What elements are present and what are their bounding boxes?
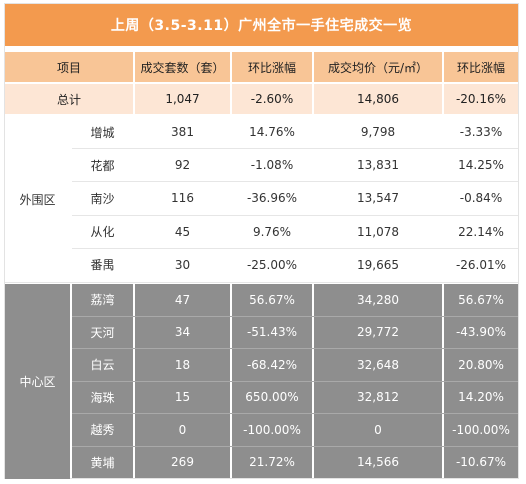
price-cell: 29,772 bbox=[314, 316, 442, 348]
count-change-cell: -1.08% bbox=[232, 149, 312, 182]
price-change-cell: 20.80% bbox=[444, 349, 518, 381]
count-change-cell: -100.00% bbox=[232, 414, 312, 446]
row-divider bbox=[72, 181, 518, 183]
price-cell: 32,812 bbox=[314, 381, 442, 413]
group-label-central: 中心区 bbox=[5, 284, 70, 479]
count-cell: 45 bbox=[135, 215, 230, 248]
row-divider bbox=[72, 380, 518, 382]
price-cell: 14,566 bbox=[314, 446, 442, 478]
price-cell: 13,547 bbox=[314, 182, 442, 215]
count-cell: 116 bbox=[135, 182, 230, 215]
count-change-cell: 650.00% bbox=[232, 381, 312, 413]
row-divider bbox=[72, 247, 518, 249]
count-cell: 30 bbox=[135, 248, 230, 281]
count-change-cell: -51.43% bbox=[232, 316, 312, 348]
count-change-cell: 21.72% bbox=[232, 446, 312, 478]
price-change-cell: -3.33% bbox=[444, 116, 518, 149]
price-change-cell: -26.01% bbox=[444, 248, 518, 281]
total-label: 总计 bbox=[5, 84, 133, 114]
price-cell: 0 bbox=[314, 414, 442, 446]
price-change-cell: -100.00% bbox=[444, 414, 518, 446]
district-cell: 黄埔 bbox=[72, 446, 133, 478]
header-count-change: 环比涨幅 bbox=[232, 52, 312, 82]
total-price-change: -20.16% bbox=[444, 84, 518, 114]
price-cell: 32,648 bbox=[314, 349, 442, 381]
table-title: 上周（3.5-3.11）广州全市一手住宅成交一览 bbox=[5, 4, 518, 46]
count-cell: 34 bbox=[135, 316, 230, 348]
count-cell: 18 bbox=[135, 349, 230, 381]
row-divider bbox=[72, 445, 518, 447]
price-change-cell: 22.14% bbox=[444, 215, 518, 248]
housing-sales-table: 上周（3.5-3.11）广州全市一手住宅成交一览 项目 成交套数（套） 环比涨幅… bbox=[4, 3, 519, 479]
district-cell: 越秀 bbox=[72, 414, 133, 446]
row-divider bbox=[72, 315, 518, 317]
count-change-cell: -25.00% bbox=[232, 248, 312, 281]
count-cell: 269 bbox=[135, 446, 230, 478]
count-change-cell: 14.76% bbox=[232, 116, 312, 149]
district-cell: 花都 bbox=[72, 149, 133, 182]
price-cell: 34,280 bbox=[314, 284, 442, 316]
row-divider bbox=[72, 214, 518, 216]
price-change-cell: -43.90% bbox=[444, 316, 518, 348]
total-count: 1,047 bbox=[135, 84, 230, 114]
price-change-cell: 14.25% bbox=[444, 149, 518, 182]
count-cell: 47 bbox=[135, 284, 230, 316]
count-change-cell: -68.42% bbox=[232, 349, 312, 381]
district-cell: 从化 bbox=[72, 215, 133, 248]
district-cell: 番禺 bbox=[72, 248, 133, 281]
district-cell: 增城 bbox=[72, 116, 133, 149]
price-change-cell: 14.20% bbox=[444, 381, 518, 413]
header-count: 成交套数（套） bbox=[135, 52, 230, 82]
count-cell: 381 bbox=[135, 116, 230, 149]
total-price: 14,806 bbox=[314, 84, 442, 114]
row-divider bbox=[72, 348, 518, 349]
district-cell: 海珠 bbox=[72, 381, 133, 413]
district-cell: 荔湾 bbox=[72, 284, 133, 316]
total-count-change: -2.60% bbox=[232, 84, 312, 114]
price-change-cell: -10.67% bbox=[444, 446, 518, 478]
count-change-cell: 9.76% bbox=[232, 215, 312, 248]
count-cell: 0 bbox=[135, 414, 230, 446]
count-cell: 15 bbox=[135, 381, 230, 413]
row-divider bbox=[72, 413, 518, 414]
group-label-outer: 外围区 bbox=[5, 116, 70, 282]
count-change-cell: -36.96% bbox=[232, 182, 312, 215]
price-cell: 19,665 bbox=[314, 248, 442, 281]
price-cell: 11,078 bbox=[314, 215, 442, 248]
header-project: 项目 bbox=[5, 52, 133, 82]
header-price-change: 环比涨幅 bbox=[444, 52, 518, 82]
price-change-cell: 56.67% bbox=[444, 284, 518, 316]
price-cell: 9,798 bbox=[314, 116, 442, 149]
count-cell: 92 bbox=[135, 149, 230, 182]
district-cell: 天河 bbox=[72, 316, 133, 348]
header-price: 成交均价（元/㎡） bbox=[314, 52, 442, 82]
count-change-cell: 56.67% bbox=[232, 284, 312, 316]
price-cell: 13,831 bbox=[314, 149, 442, 182]
row-divider bbox=[72, 148, 518, 150]
price-change-cell: -0.84% bbox=[444, 182, 518, 215]
district-cell: 白云 bbox=[72, 349, 133, 381]
district-cell: 南沙 bbox=[72, 182, 133, 215]
